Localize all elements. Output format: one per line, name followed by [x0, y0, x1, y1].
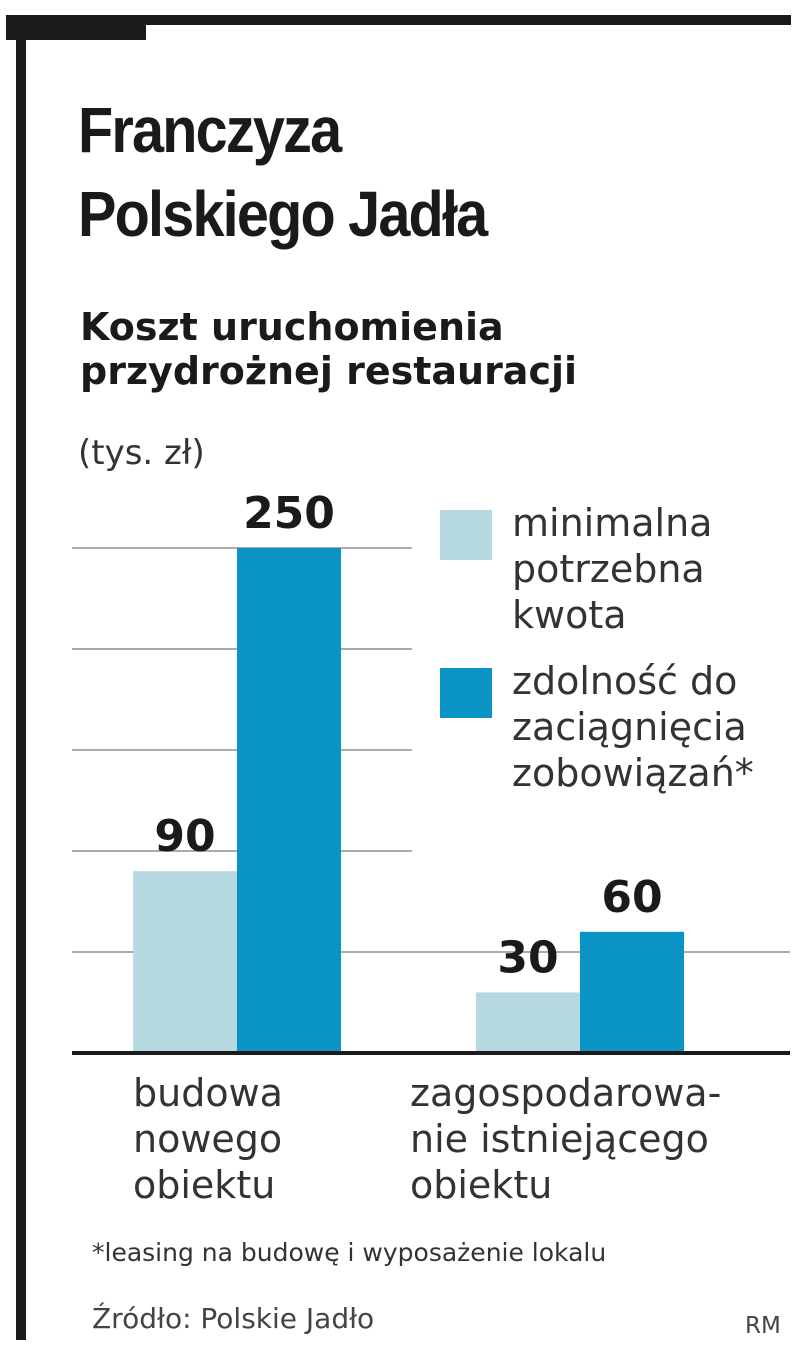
unit-label: (tys. zł)	[78, 433, 205, 473]
chart-title: Franczyza Polskiego Jadła	[78, 88, 488, 256]
title-line-2: Polskiego Jadła	[78, 178, 488, 250]
title-line-1: Franczyza	[78, 94, 342, 166]
frame-corner	[6, 15, 146, 40]
bar-value-label: 60	[601, 872, 662, 923]
bar-value-label: 30	[497, 932, 558, 983]
subtitle-line-2: przydrożnej restauracji	[80, 349, 578, 393]
legend-swatch-minimum	[440, 510, 492, 560]
footnote: *leasing na budowę i wyposażenie lokalu	[92, 1238, 607, 1267]
bar-value-label: 250	[243, 488, 335, 539]
legend-swatch-capacity	[440, 668, 492, 718]
bar	[237, 548, 341, 1053]
bar	[580, 931, 684, 1053]
author-initials: RM	[745, 1313, 781, 1339]
bar	[133, 871, 237, 1053]
frame-left-rule	[16, 15, 26, 1340]
legend-item-capacity: zdolność do zaciągnięcia zobowiązań*	[440, 658, 790, 796]
frame-top-rule	[6, 15, 791, 25]
source-label: Źródło: Polskie Jadło	[92, 1302, 375, 1335]
legend-label-minimum: minimalna potrzebna kwota	[512, 501, 713, 637]
bar-value-label: 90	[154, 811, 215, 862]
legend-item-minimum: minimalna potrzebna kwota	[440, 500, 790, 638]
subtitle-line-1: Koszt uruchomienia	[80, 305, 504, 349]
category-label-new-building: budowa nowego obiektu	[133, 1071, 283, 1207]
chart-subtitle: Koszt uruchomienia przydrożnej restaurac…	[80, 305, 577, 393]
legend: minimalna potrzebna kwota zdolność do za…	[440, 500, 790, 816]
category-label-existing-building: zagospodarowa- nie istniejącego obiektu	[410, 1071, 722, 1207]
legend-label-capacity: zdolność do zaciągnięcia zobowiązań*	[512, 659, 754, 795]
bar	[476, 992, 580, 1053]
